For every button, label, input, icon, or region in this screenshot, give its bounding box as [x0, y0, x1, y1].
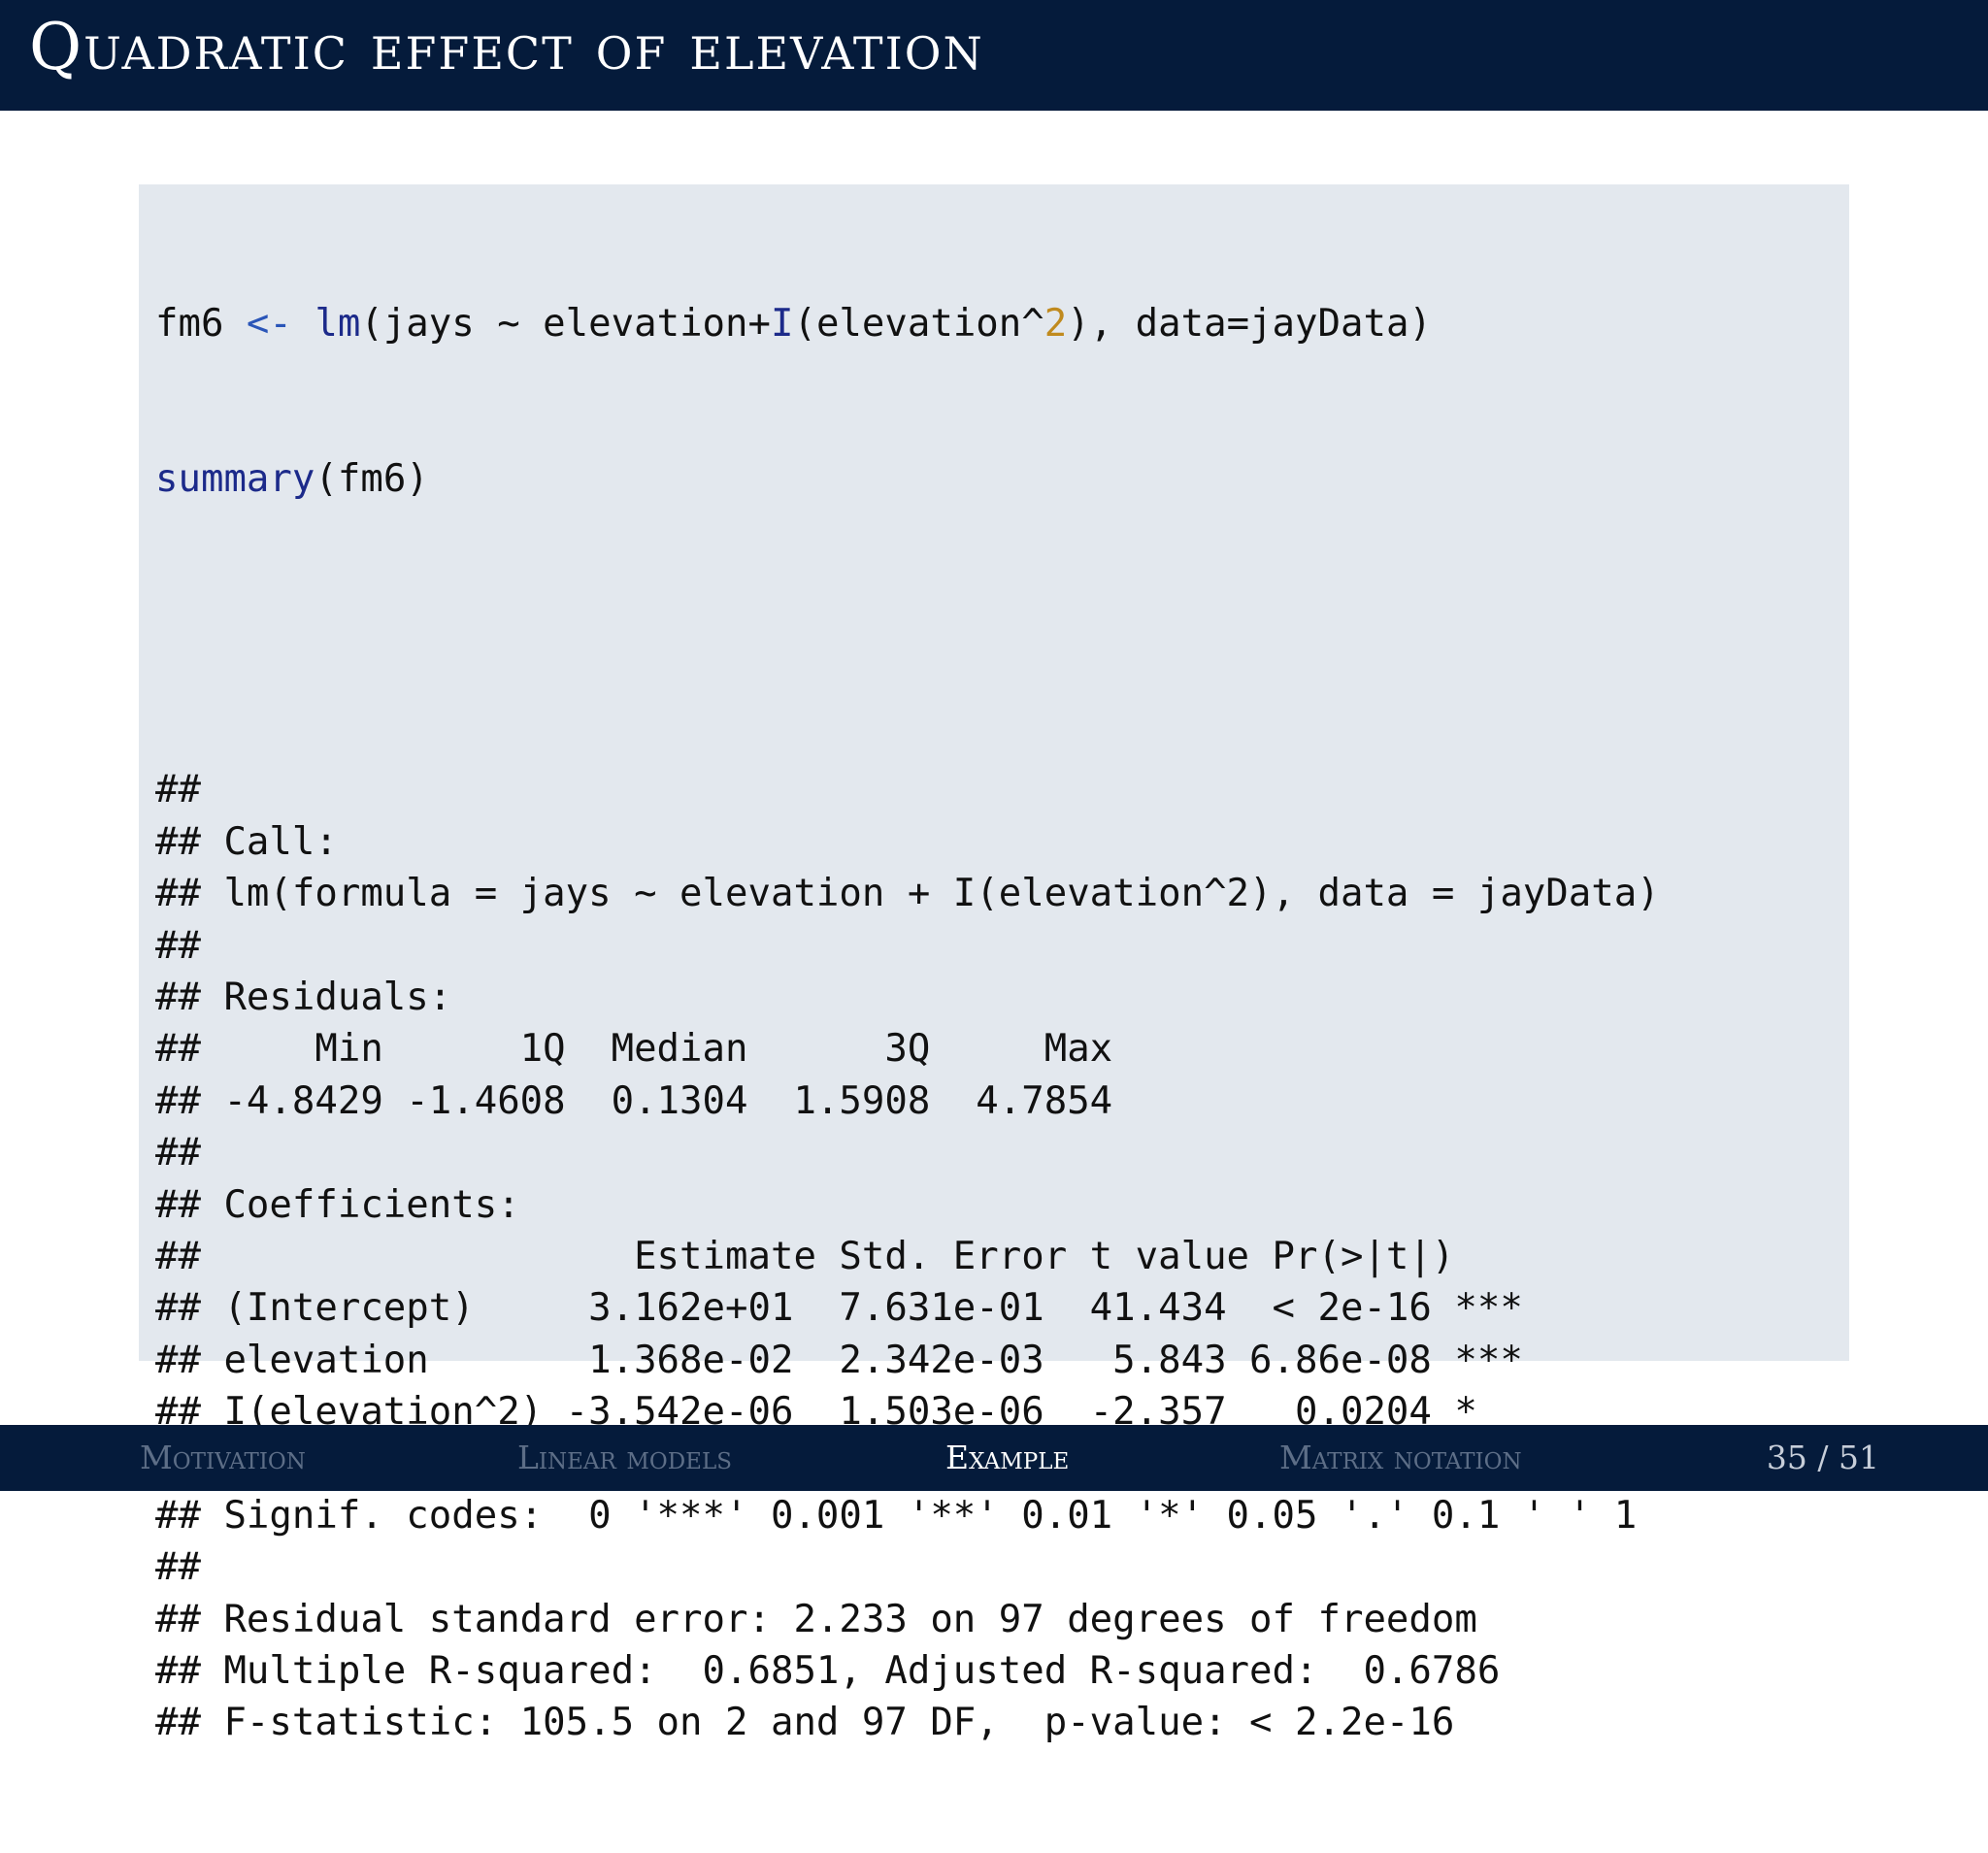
- code-blank-line: [155, 609, 1660, 660]
- code-output-line: ## Multiple R-squared: 0.6851, Adjusted …: [155, 1649, 1501, 1694]
- code-block: fm6 <- lm(jays ~ elevation+I(elevation^2…: [139, 184, 1849, 1744]
- code-input-line-1: fm6 <- lm(jays ~ elevation+I(elevation^2…: [155, 298, 1660, 349]
- code-output-line: ## elevation 1.368e-02 2.342e-03 5.843 6…: [155, 1338, 1523, 1382]
- code-token-function: summary: [155, 457, 315, 502]
- code-token-function: lm: [315, 301, 361, 346]
- code-output: ## ## Call: ## lm(formula = jays ~ elevati…: [155, 764, 1660, 1748]
- nav-item-motivation[interactable]: Motivation: [140, 1439, 306, 1476]
- code-token: fm6: [155, 301, 247, 346]
- code-output-line: ## Coefficients:: [155, 1182, 520, 1227]
- code-output-line: ##: [155, 1131, 201, 1175]
- code-output-line: ## Call:: [155, 819, 338, 864]
- code-token: ), data=jayData): [1067, 301, 1432, 346]
- code-output-line: ## F-statistic: 105.5 on 2 and 97 DF, p-…: [155, 1701, 1455, 1745]
- code-output-line: ## Min 1Q Median 3Q Max: [155, 1027, 1113, 1072]
- code-token: (fm6): [315, 457, 429, 502]
- footer-nav-bar: Motivation Linear models Example Matrix …: [0, 1425, 1988, 1491]
- code-output-line: ## Estimate Std. Error t value Pr(>|t|): [155, 1234, 1455, 1278]
- code-input-line-2: summary(fm6): [155, 453, 1660, 505]
- code-output-line: ## Residuals:: [155, 975, 452, 1019]
- code-output-line: ## Signif. codes: 0 '***' 0.001 '**' 0.0…: [155, 1493, 1638, 1538]
- code-output-line: ##: [155, 1545, 201, 1590]
- code-token-assign: <-: [246, 301, 292, 346]
- code-output-line: ## Residual standard error: 2.233 on 97 …: [155, 1597, 1477, 1641]
- page-number: 35 / 51: [1766, 1439, 1879, 1476]
- code-output-line: ## -4.8429 -1.4608 0.1304 1.5908 4.7854: [155, 1078, 1113, 1123]
- nav-item-matrix-notation[interactable]: Matrix notation: [1279, 1439, 1522, 1476]
- slide-title: Quadratic effect of elevation: [29, 10, 984, 84]
- code-output-line: ## lm(formula = jays ~ elevation + I(ele…: [155, 872, 1660, 916]
- code-lines: fm6 <- lm(jays ~ elevation+I(elevation^2…: [155, 194, 1660, 1853]
- code-token-function: I: [770, 301, 794, 346]
- code-output-line: ##: [155, 923, 201, 968]
- nav-item-linear-models[interactable]: Linear models: [517, 1439, 732, 1476]
- code-token-number: 2: [1044, 301, 1068, 346]
- nav-item-example[interactable]: Example: [945, 1439, 1070, 1476]
- code-token: (jays ~ elevation+: [360, 301, 771, 346]
- code-token: (elevation^: [793, 301, 1044, 346]
- code-output-line: ## (Intercept) 3.162e+01 7.631e-01 41.43…: [155, 1286, 1523, 1331]
- code-output-line: ##: [155, 768, 201, 812]
- slide-header: Quadratic effect of elevation: [0, 0, 1988, 111]
- code-token: [292, 302, 315, 346]
